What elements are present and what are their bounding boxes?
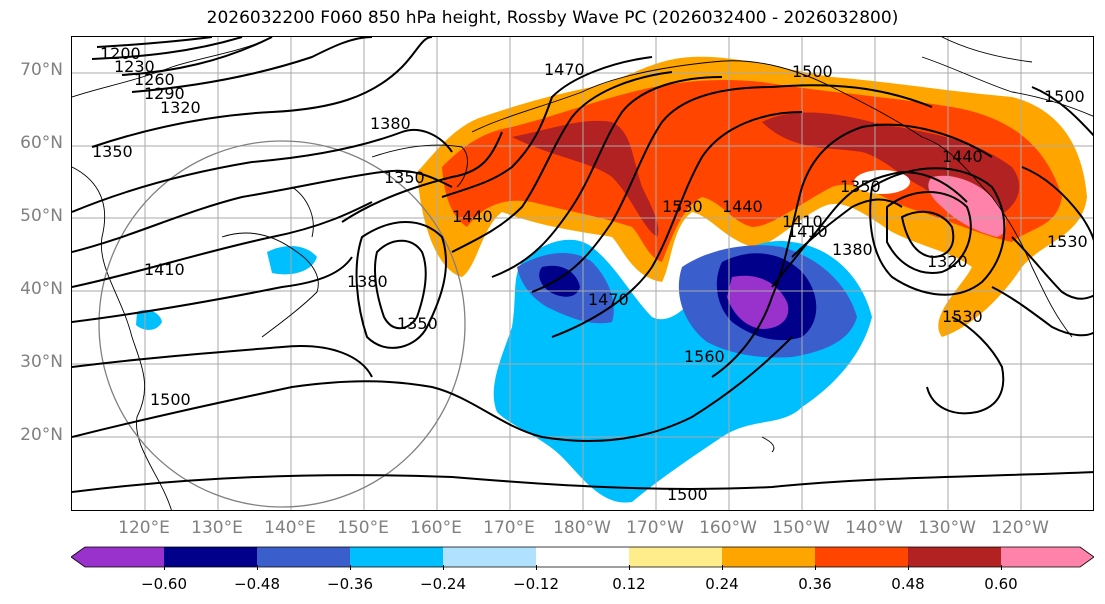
lat-label: 20°N [20,425,63,445]
colorbar-tick [536,565,537,570]
colorbar-swatch [629,547,723,567]
lat-label: 50°N [20,206,63,226]
lon-label: 160°E [410,518,462,538]
negative-anomaly-shading [136,239,872,503]
range-ring [98,140,466,508]
contour-label: 1440 [452,207,493,226]
colorbar-tick-label: −0.48 [234,575,280,593]
lon-label: 130°W [918,518,976,538]
contour-label: 1350 [840,177,881,196]
lon-label: 180°W [553,518,611,538]
contour-label: 1530 [1047,232,1088,251]
colorbar-tick [164,565,165,570]
colorbar-outline [71,546,1094,568]
contour-label: 1350 [397,314,438,333]
contour-label: 1320 [160,98,201,117]
lon-label: 140°E [264,518,316,538]
colorbar-tick [629,565,630,570]
lat-label: 70°N [20,60,63,80]
map-panel: 1200 1230 1260 1290 1320 1350 1380 1410 … [71,36,1094,511]
contour-label: 1560 [684,347,725,366]
contour-label: 1470 [588,290,629,309]
colorbar-swatch [350,547,444,567]
colorbar-tick [1001,565,1002,570]
contour-label: 1290 [144,84,185,103]
lon-label: 170°W [626,518,684,538]
contour-label: 1380 [832,240,873,259]
colorbar-swatch [815,547,909,567]
colorbar-tick-label: −0.12 [513,575,559,593]
colorbar-swatch [443,547,537,567]
map-title: 2026032200 F060 850 hPa height, Rossby W… [206,8,899,28]
contour-label: 1500 [1044,87,1085,106]
lon-label: 170°E [483,518,535,538]
lon-label: 150°W [772,518,830,538]
contour-label: 1440 [942,147,983,166]
contour-label: 1410 [787,222,828,241]
colorbar-tick [443,565,444,570]
contour-label: 1470 [544,60,585,79]
contour-label: 1410 [782,212,823,231]
contour-label: 1500 [150,390,191,409]
contour-label: 1200 [100,44,141,63]
colorbar-tick-label: −0.24 [420,575,466,593]
colorbar-tick [350,565,351,570]
colorbar-swatch [536,547,630,567]
contour-label: 1380 [347,272,388,291]
colorbar-tick-label: 0.36 [798,575,832,593]
lat-label: 40°N [20,279,63,299]
lon-label: 150°E [337,518,389,538]
colorbar-swatch [908,547,1002,567]
contour-label: 1530 [942,307,983,326]
lon-label: 140°W [845,518,903,538]
colorbar-tick-label: 0.48 [891,575,925,593]
contour-label: 1350 [92,142,133,161]
contour-label: 1500 [667,485,708,504]
lon-label: 160°W [699,518,757,538]
contour-label: 1320 [927,252,968,271]
colorbar-tick [815,565,816,570]
contour-label: 1350 [384,168,425,187]
colorbar-tick [722,565,723,570]
lat-label: 30°N [20,352,63,372]
map-plot: 1200 1230 1260 1290 1320 1350 1380 1410 … [72,37,1093,510]
colorbar-tick-label: 0.24 [705,575,739,593]
contour-label: 1500 [792,62,833,81]
colorbar-swatch [722,547,816,567]
contour-label: 1530 [662,197,703,216]
lat-label: 60°N [20,133,63,153]
lon-label: 130°E [191,518,243,538]
colorbar-tick-label: −0.36 [327,575,373,593]
colorbar-tick [257,565,258,570]
colorbar-tick [908,565,909,570]
colorbar-swatch [71,547,164,567]
contour-label: 1410 [144,260,185,279]
lon-label: 120°E [118,518,170,538]
colorbar [71,546,1094,568]
contour-label: 1380 [370,114,411,133]
colorbar-tick-label: −0.60 [141,575,187,593]
lon-label: 120°W [991,518,1049,538]
contour-labels: 1200 1230 1260 1290 1320 1350 1380 1410 … [92,44,1088,504]
height-contours [72,37,1093,493]
contour-label: 1260 [134,70,175,89]
colorbar-tick-label: 0.60 [984,575,1018,593]
contour-label: 1440 [722,197,763,216]
colorbar-swatch [164,547,258,567]
colorbar-swatch [257,547,351,567]
contour-label: 1230 [114,57,155,76]
colorbar-tick-label: 0.12 [612,575,646,593]
colorbar-swatch [1001,547,1094,567]
